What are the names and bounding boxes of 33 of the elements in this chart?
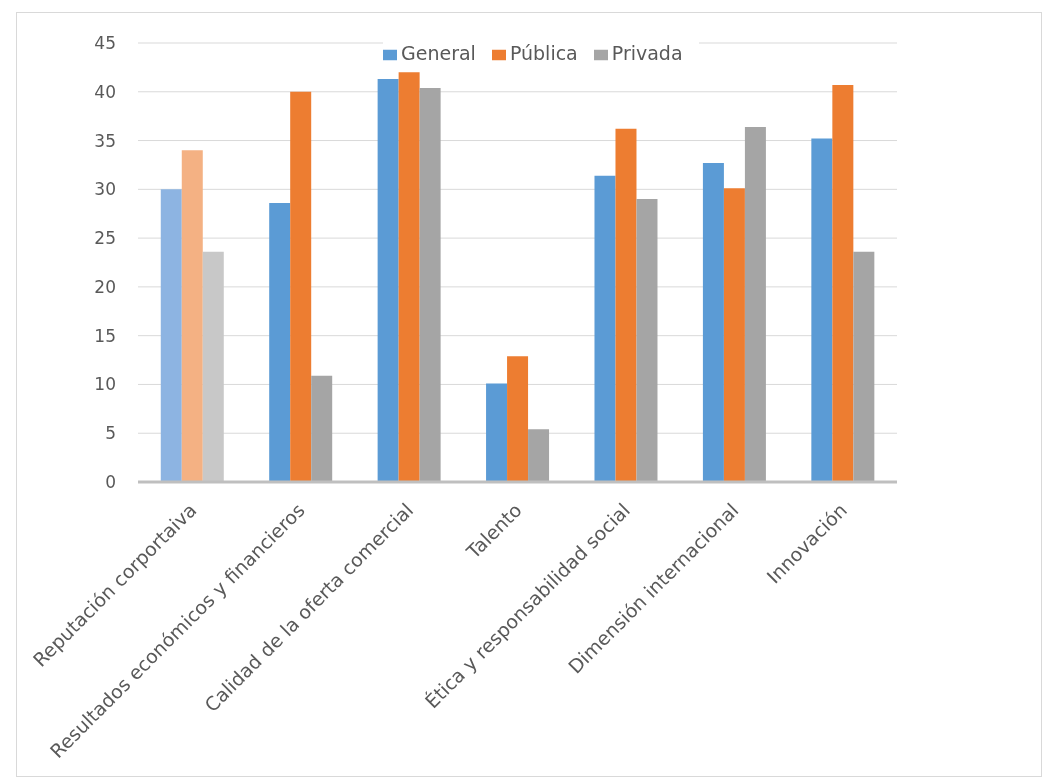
y-tick-label: 0 bbox=[105, 472, 116, 493]
bar bbox=[486, 383, 508, 482]
bar bbox=[290, 91, 312, 482]
bar bbox=[811, 138, 833, 482]
bar bbox=[507, 356, 529, 482]
bar bbox=[744, 126, 766, 482]
y-tick-label: 10 bbox=[94, 374, 116, 395]
bar bbox=[723, 188, 745, 482]
bar bbox=[181, 150, 203, 482]
bar bbox=[615, 128, 637, 482]
bar bbox=[269, 202, 291, 482]
y-tick-label: 40 bbox=[94, 81, 116, 102]
bar bbox=[702, 162, 724, 482]
legend-label: Privada bbox=[611, 42, 683, 64]
bar bbox=[311, 375, 333, 482]
bar bbox=[853, 251, 875, 482]
bar bbox=[419, 87, 441, 482]
bar bbox=[160, 189, 182, 482]
legend-label: Pública bbox=[509, 42, 578, 64]
y-tick-label: 25 bbox=[94, 228, 116, 249]
bar bbox=[528, 429, 550, 482]
bar bbox=[594, 175, 616, 482]
y-tick-label: 30 bbox=[94, 179, 116, 200]
bar bbox=[832, 84, 854, 482]
y-tick-label: 5 bbox=[105, 423, 116, 444]
y-tick-label: 35 bbox=[94, 130, 116, 151]
y-tick-label: 20 bbox=[94, 276, 116, 297]
y-tick-label: 15 bbox=[94, 325, 116, 346]
bar bbox=[636, 199, 658, 482]
y-tick-label: 45 bbox=[94, 33, 116, 54]
legend-label: General bbox=[401, 42, 476, 64]
bar bbox=[398, 72, 420, 482]
bar bbox=[377, 79, 399, 482]
